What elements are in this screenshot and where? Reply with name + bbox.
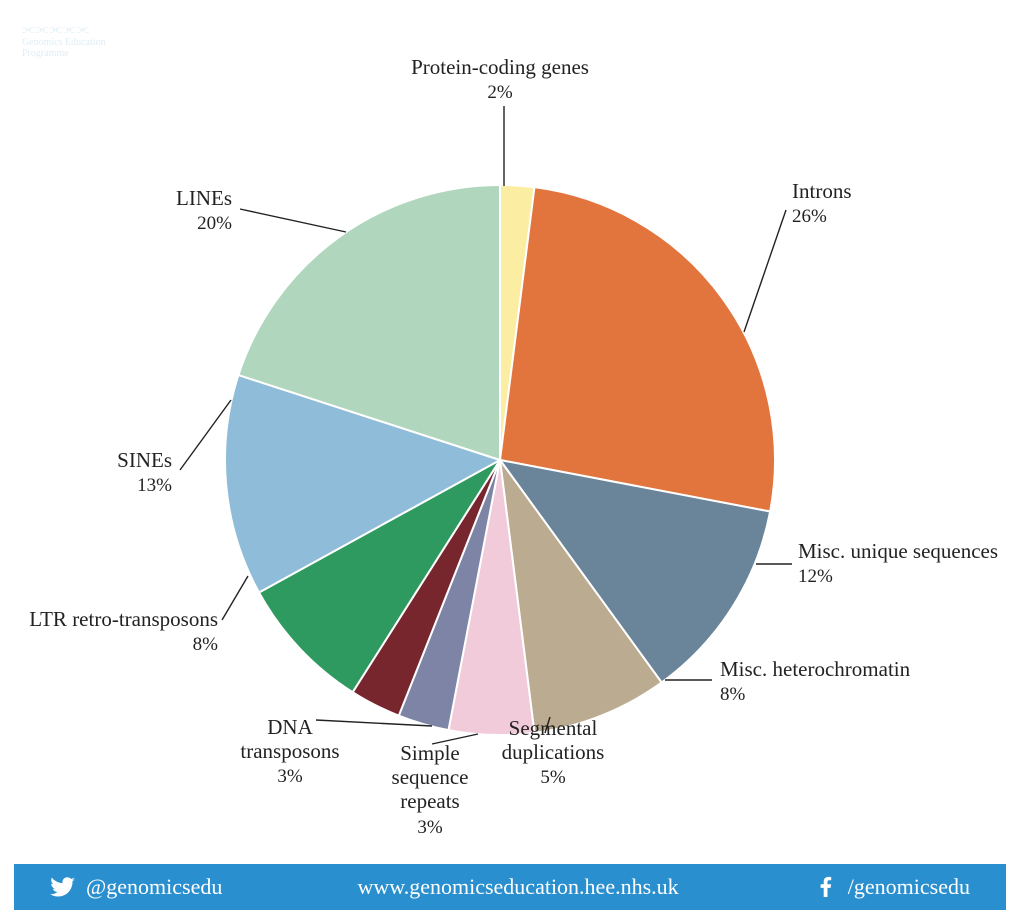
footer-facebook-handle: /genomicsedu xyxy=(848,874,970,900)
leader-sines xyxy=(180,400,231,470)
pct-segmental: 5% xyxy=(540,767,566,788)
pct-lines: 20% xyxy=(197,213,232,234)
label-dna-transposons-l1: transposons xyxy=(240,739,339,763)
footer-facebook[interactable]: /genomicsedu xyxy=(814,874,970,900)
label-protein-coding-genes: Protein-coding genes xyxy=(411,55,589,79)
label-misc-heterochromatin: Misc. heterochromatin xyxy=(720,657,911,681)
label-lines: LINEs xyxy=(176,186,232,210)
footer-twitter-handle: @genomicsedu xyxy=(86,874,222,900)
pct-dna-transposons: 3% xyxy=(277,766,303,787)
pct-protein-coding-genes: 2% xyxy=(487,82,513,103)
label-ssr-l1: sequence xyxy=(392,765,469,789)
label-sines: SINEs xyxy=(117,448,172,472)
pct-ssr: 3% xyxy=(417,817,443,838)
pct-ltr: 8% xyxy=(193,634,219,655)
footer-twitter[interactable]: @genomicsedu xyxy=(50,874,222,900)
label-ssr-l2: repeats xyxy=(400,789,459,813)
twitter-icon xyxy=(50,874,76,900)
label-segmental: Segmental xyxy=(509,716,598,740)
leader-lines xyxy=(240,209,346,232)
genome-pie-chart: Protein-coding genes 2% Introns 26% Misc. un… xyxy=(0,40,1020,860)
pct-misc-heterochromatin: 8% xyxy=(720,684,746,705)
footer-bar: @genomicsedu www.genomicseducation.hee.n… xyxy=(14,864,1006,910)
label-dna-transposons-l0: DNA xyxy=(267,715,313,739)
pct-introns: 26% xyxy=(792,206,827,227)
pie-slice-introns xyxy=(500,187,775,511)
label-misc-unique: Misc. unique sequences xyxy=(798,539,998,563)
label-introns: Introns xyxy=(792,179,852,203)
label-ssr-l0: Simple xyxy=(400,741,460,765)
label-segmental-l2: duplications xyxy=(502,740,605,764)
footer-url[interactable]: www.genomicseducation.hee.nhs.uk xyxy=(357,874,678,900)
facebook-icon xyxy=(814,875,838,899)
pct-misc-unique: 12% xyxy=(798,566,833,587)
label-ltr: LTR retro-transposons xyxy=(29,607,218,631)
logo-dna: ⫘⫘⫘⫘⫘ xyxy=(22,22,106,37)
leader-ltr xyxy=(222,576,248,620)
pct-sines: 13% xyxy=(137,475,172,496)
leader-introns xyxy=(744,210,786,332)
